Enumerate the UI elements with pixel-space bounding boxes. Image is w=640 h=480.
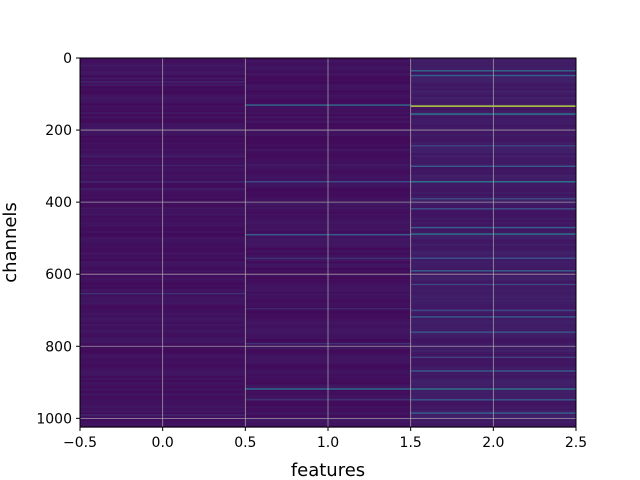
y-axis-label: channels [0,202,21,283]
x-tick-label: 2.0 [482,435,504,451]
x-tick-label: 1.5 [400,435,422,451]
x-tick-label: 1.0 [317,435,339,451]
x-axis: −0.5 0.0 0.5 1.0 1.5 2.0 2.5 [63,427,587,451]
x-axis-label: features [291,460,365,480]
x-tick-label: 0.0 [152,435,174,451]
y-tick-label: 800 [45,339,72,355]
y-tick-label: 600 [45,267,72,283]
x-tick-label: −0.5 [63,435,97,451]
y-tick-label: 1000 [36,411,72,427]
y-axis: 0 200 400 600 800 1000 [36,51,80,427]
x-tick-label: 2.5 [565,435,587,451]
y-tick-label: 400 [45,195,72,211]
x-tick-label: 0.5 [234,435,256,451]
y-tick-label: 0 [63,51,72,67]
y-tick-label: 200 [45,123,72,139]
